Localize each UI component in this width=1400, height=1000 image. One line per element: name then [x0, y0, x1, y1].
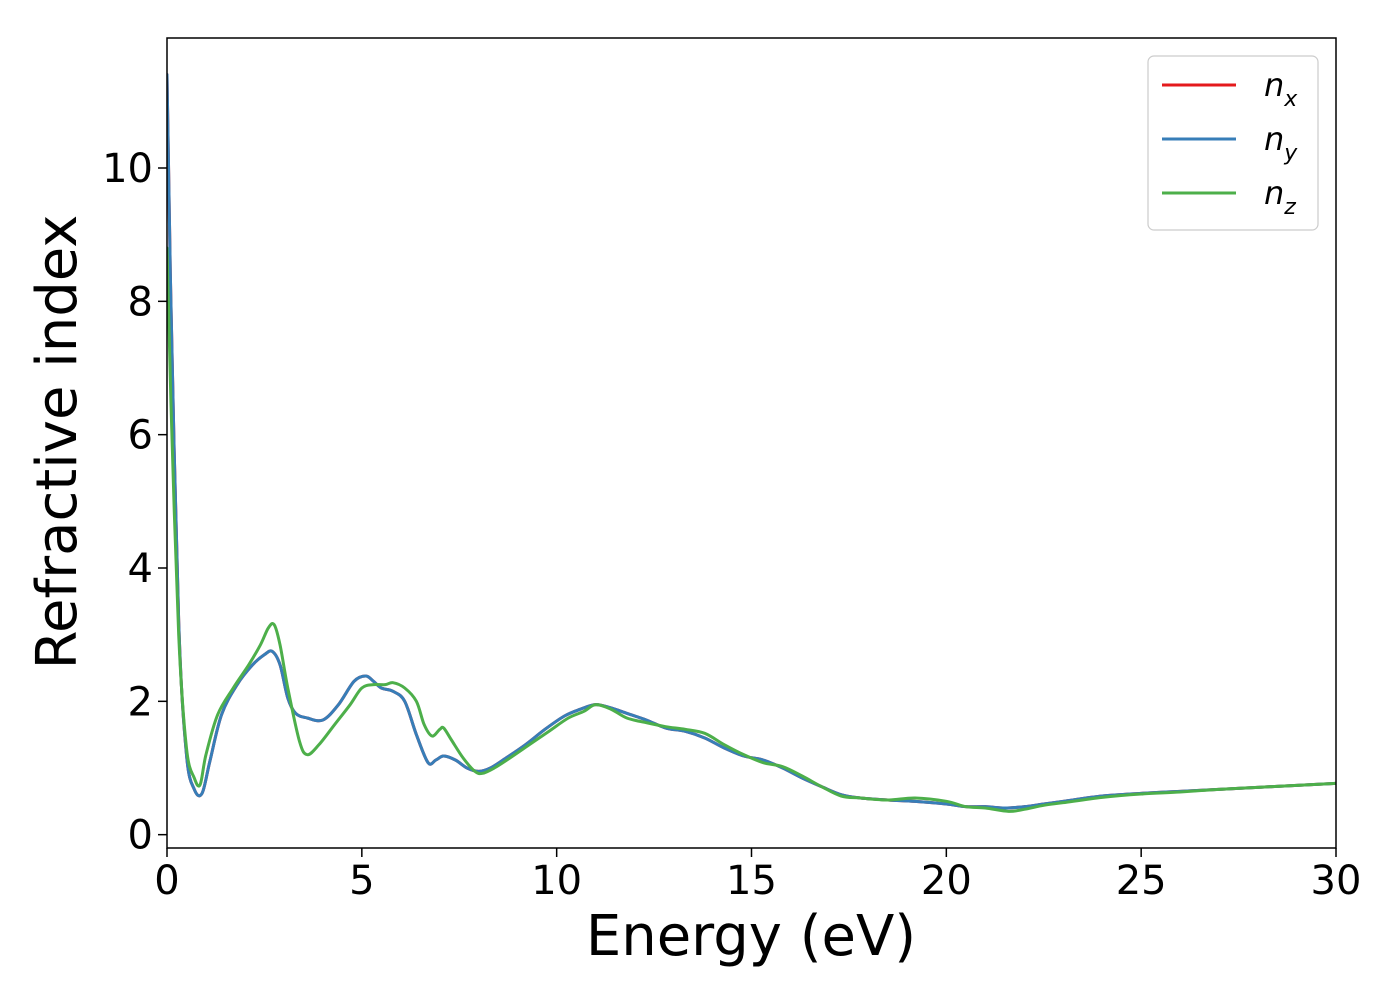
x-tick-label: 0 [154, 858, 179, 904]
x-tick-label: 25 [1116, 858, 1167, 904]
legend-label-y: ny [1264, 120, 1298, 166]
legend-box [1147, 55, 1319, 231]
x-axis-label: Energy (eV) [586, 904, 916, 969]
legend-label-base: n [1264, 120, 1284, 158]
plot-area [166, 37, 1337, 849]
x-tick-label: 10 [531, 858, 582, 904]
legend-label-subscript: z [1283, 195, 1296, 220]
legend-label-subscript: x [1283, 87, 1298, 112]
y-tick-label: 4 [128, 546, 153, 592]
x-tick-label: 30 [1311, 858, 1362, 904]
y-tick-label: 10 [102, 146, 153, 192]
series-line-z [167, 246, 1336, 813]
legend-label-x: nx [1264, 66, 1298, 112]
x-axis-ticks: 0 5 10 15 20 25 30 [154, 848, 1361, 904]
y-axis-ticks: 0 2 4 6 8 10 [102, 146, 167, 859]
y-tick-label: 2 [128, 679, 153, 725]
legend-label-subscript: y [1283, 141, 1298, 166]
legend-label-base: n [1264, 174, 1284, 212]
y-tick-label: 8 [128, 279, 153, 325]
series-layer [167, 73, 1336, 813]
x-tick-label: 20 [921, 858, 972, 904]
y-tick-label: 0 [128, 813, 153, 859]
y-axis-label: Refractive index [25, 215, 90, 670]
x-tick-label: 5 [349, 858, 374, 904]
y-tick-label: 6 [128, 413, 153, 459]
x-tick-label: 15 [726, 858, 777, 904]
legend-label-base: n [1264, 66, 1284, 104]
legend-label-z: nz [1264, 174, 1296, 220]
